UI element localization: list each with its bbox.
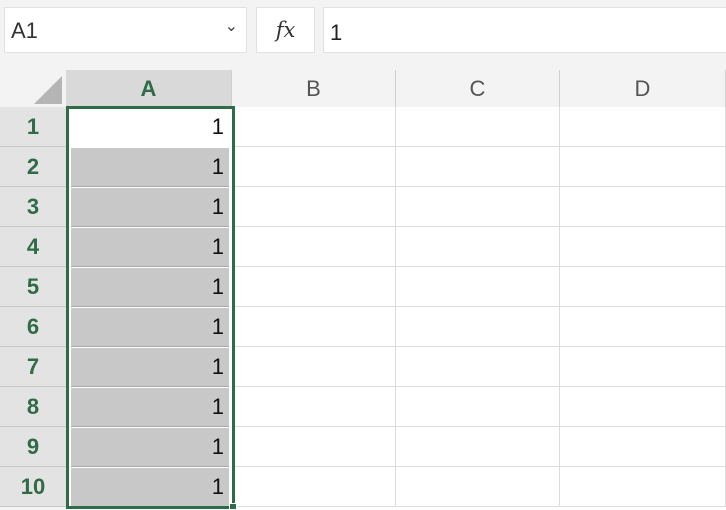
cell-grid[interactable]: 1 1 1 1 1 1 1 1 1 1	[66, 107, 726, 510]
cell-a7[interactable]: 1	[66, 347, 232, 387]
cell-value: 1	[211, 394, 224, 419]
selection-fill	[71, 268, 229, 307]
cell-c7[interactable]	[396, 347, 560, 387]
row-header-8[interactable]: 8	[0, 387, 66, 427]
row-header-3[interactable]: 3	[0, 187, 66, 227]
cell-c6[interactable]	[396, 307, 560, 347]
cell-b5[interactable]	[232, 267, 396, 307]
cell-b8[interactable]	[232, 387, 396, 427]
cell-a6[interactable]: 1	[66, 307, 232, 347]
name-box-value: A1	[11, 18, 38, 43]
cell-d2[interactable]	[560, 147, 726, 187]
cell-a8[interactable]: 1	[66, 387, 232, 427]
row-header-1[interactable]: 1	[0, 107, 66, 147]
row-header-7[interactable]: 7	[0, 347, 66, 387]
cell-b3[interactable]	[232, 187, 396, 227]
column-header-b[interactable]: B	[232, 70, 396, 107]
cell-a3[interactable]: 1	[66, 187, 232, 227]
column-header-a[interactable]: A	[66, 70, 232, 107]
cell-value: 1	[211, 274, 224, 299]
row-header-9[interactable]: 9	[0, 427, 66, 467]
cell-b10[interactable]	[232, 467, 396, 507]
cell-b4[interactable]	[232, 227, 396, 267]
cell-c3[interactable]	[396, 187, 560, 227]
formula-input[interactable]: 1	[323, 7, 726, 53]
cell-d5[interactable]	[560, 267, 726, 307]
cell-d3[interactable]	[560, 187, 726, 227]
cell-d6[interactable]	[560, 307, 726, 347]
cell-c9[interactable]	[396, 427, 560, 467]
cell-b6[interactable]	[232, 307, 396, 347]
column-header-d[interactable]: D	[560, 70, 726, 107]
column-header-c[interactable]: C	[396, 70, 560, 107]
insert-function-button[interactable]: fx	[256, 7, 315, 53]
selection-fill	[71, 308, 229, 347]
row-header-10[interactable]: 10	[0, 467, 66, 507]
select-all-button[interactable]	[0, 70, 66, 107]
cell-d1[interactable]	[560, 107, 726, 147]
cell-value: 1	[211, 194, 224, 219]
cell-a9[interactable]: 1	[66, 427, 232, 467]
cell-a1[interactable]: 1	[66, 107, 232, 147]
cell-value: 1	[211, 474, 224, 499]
cell-c5[interactable]	[396, 267, 560, 307]
cell-d9[interactable]	[560, 427, 726, 467]
cell-value: 1	[211, 114, 224, 139]
cell-a2[interactable]: 1	[66, 147, 232, 187]
cell-b1[interactable]	[232, 107, 396, 147]
cell-value: 1	[211, 434, 224, 459]
cell-a10[interactable]: 1	[66, 467, 232, 507]
cell-value: 1	[211, 154, 224, 179]
cell-c8[interactable]	[396, 387, 560, 427]
cell-d8[interactable]	[560, 387, 726, 427]
cell-a4[interactable]: 1	[66, 227, 232, 267]
cell-value: 1	[211, 354, 224, 379]
select-all-icon	[34, 76, 62, 104]
selection-fill	[71, 428, 229, 467]
selection-fill	[71, 348, 229, 387]
selection-fill	[71, 148, 229, 187]
selection-fill	[71, 228, 229, 267]
cell-c1[interactable]	[396, 107, 560, 147]
row-header-2[interactable]: 2	[0, 147, 66, 187]
selection-fill	[71, 388, 229, 427]
cell-d4[interactable]	[560, 227, 726, 267]
cell-d7[interactable]	[560, 347, 726, 387]
cell-c2[interactable]	[396, 147, 560, 187]
cell-d10[interactable]	[560, 467, 726, 507]
cell-b9[interactable]	[232, 427, 396, 467]
fx-icon: fx	[275, 18, 296, 42]
name-box[interactable]: A1 ⌄	[4, 7, 247, 53]
cell-c10[interactable]	[396, 467, 560, 507]
selection-fill	[71, 188, 229, 227]
cell-b2[interactable]	[232, 147, 396, 187]
row-header-4[interactable]: 4	[0, 227, 66, 267]
row-header-5[interactable]: 5	[0, 267, 66, 307]
cell-a5[interactable]: 1	[66, 267, 232, 307]
selection-fill	[71, 468, 229, 507]
cell-c4[interactable]	[396, 227, 560, 267]
chevron-down-icon[interactable]: ⌄	[224, 18, 238, 35]
cell-value: 1	[211, 234, 224, 259]
row-header-6[interactable]: 6	[0, 307, 66, 347]
cell-b7[interactable]	[232, 347, 396, 387]
cell-value: 1	[211, 314, 224, 339]
fill-handle[interactable]	[229, 503, 237, 510]
